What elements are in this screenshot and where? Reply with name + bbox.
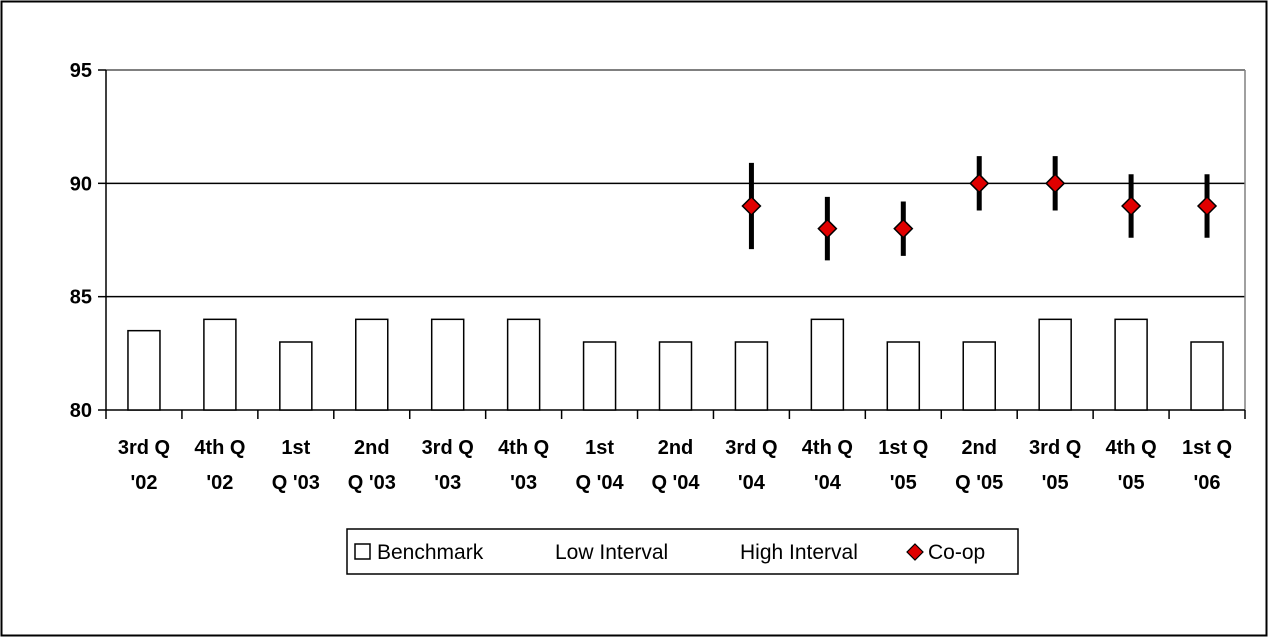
legend-box (346, 528, 1019, 575)
x-category-label: '04 (738, 472, 766, 494)
benchmark-bar (582, 341, 617, 411)
y-tick-label: 95 (70, 60, 92, 82)
x-category-label: '02 (206, 472, 233, 494)
x-category-label: 3rd Q (725, 437, 777, 459)
x-category-label: 3rd Q (422, 437, 474, 459)
x-category-label: '05 (890, 472, 917, 494)
x-category-label: 1st Q (1182, 437, 1232, 459)
benchmark-bar (658, 341, 693, 411)
x-category-label: 2nd (961, 437, 997, 459)
benchmark-bar (355, 318, 389, 411)
benchmark-bar (734, 341, 769, 411)
x-category-label: 2nd (658, 437, 694, 459)
x-category-label: 1st Q (878, 437, 928, 459)
x-category-label: 4th Q (802, 437, 853, 459)
coop-marker (1121, 195, 1142, 217)
benchmark-bar (506, 318, 541, 411)
coop-marker (741, 195, 762, 217)
coop-marker (893, 218, 914, 239)
x-category-label: 1st (585, 437, 614, 459)
benchmark-bar (203, 318, 237, 411)
x-category-label: '03 (510, 472, 537, 494)
benchmark-bar (962, 341, 996, 411)
benchmark-bar (1038, 318, 1072, 411)
benchmark-bar (810, 318, 845, 411)
x-category-label: '03 (434, 472, 461, 494)
x-category-label: Q '04 (651, 472, 700, 494)
benchmark-bar (430, 318, 465, 411)
x-category-label: 4th Q (1106, 437, 1157, 459)
x-category-label: '05 (1118, 472, 1145, 494)
y-tick-label: 90 (70, 173, 92, 195)
x-category-label: '02 (130, 472, 157, 494)
x-category-label: '04 (814, 472, 842, 494)
y-tick-label: 85 (70, 287, 92, 309)
legend-benchmark-swatch (354, 543, 371, 560)
legend-coop-label: Co-op (928, 541, 985, 564)
x-category-label: 4th Q (498, 437, 549, 459)
benchmark-bar (1114, 318, 1148, 411)
benchmark-bar (127, 329, 161, 411)
legend-coop-marker (906, 543, 924, 561)
x-category-label: Q '03 (272, 472, 320, 494)
benchmark-bar (1190, 341, 1224, 411)
x-category-label: Q '04 (576, 472, 625, 494)
x-category-label: 1st (281, 437, 310, 459)
x-category-label: Q '03 (348, 472, 396, 494)
x-category-label: 3rd Q (1029, 437, 1081, 459)
coop-marker (1045, 173, 1066, 194)
x-category-label: 2nd (354, 437, 390, 459)
x-category-label: Q '05 (955, 472, 1003, 494)
coop-marker (969, 173, 990, 194)
x-category-label: '05 (1042, 472, 1069, 494)
y-tick-label: 80 (70, 400, 92, 422)
x-category-label: 3rd Q (118, 437, 170, 459)
x-category-label: 4th Q (194, 437, 245, 459)
benchmark-bar (279, 341, 313, 411)
legend-benchmark-label: Benchmark (377, 541, 484, 564)
x-category-label: '06 (1194, 472, 1221, 494)
legend-low-interval-label: Low Interval (555, 541, 668, 564)
benchmark-bar (886, 341, 921, 411)
coop-marker (1196, 195, 1218, 217)
legend-high-interval-label: High Interval (740, 541, 858, 564)
coop-marker (817, 218, 838, 239)
